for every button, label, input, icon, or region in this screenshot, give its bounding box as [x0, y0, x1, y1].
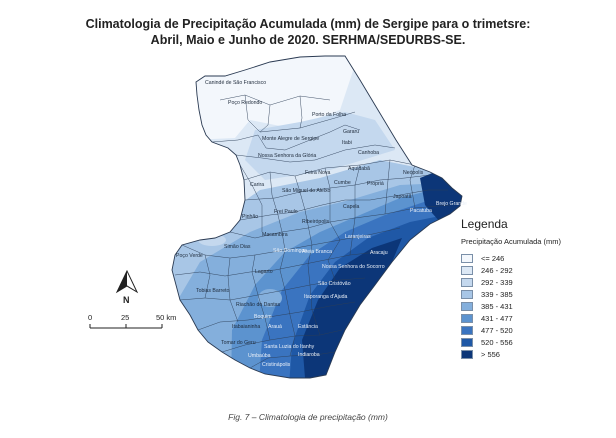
- city-label: Porto da Folha: [312, 112, 346, 118]
- legend-item: 385 - 431: [461, 300, 611, 312]
- city-label: Capela: [343, 204, 360, 210]
- legend-item: <= 246: [461, 252, 611, 264]
- city-label: Brejo Grande: [436, 201, 467, 207]
- city-label: São Domingos: [273, 248, 307, 254]
- city-label: Simão Dias: [224, 244, 251, 250]
- city-label: Carira: [250, 182, 264, 188]
- legend-label: 520 - 556: [481, 338, 513, 348]
- city-label: Japoatã: [393, 194, 412, 200]
- legend-label: 385 - 431: [481, 301, 513, 311]
- legend-label: > 556: [481, 350, 500, 360]
- city-label: Tobias Barreto: [196, 288, 230, 294]
- city-label: Nossa Senhora do Socorro: [322, 264, 385, 270]
- legend-label: 246 - 292: [481, 265, 513, 275]
- map-title: Climatologia de Precipitação Acumulada (…: [0, 16, 616, 48]
- city-label: Estância: [298, 324, 318, 330]
- city-label: Arauá: [268, 324, 282, 330]
- city-label: Aquidabã: [348, 166, 370, 172]
- city-label: Pacatuba: [410, 208, 432, 214]
- legend-items: <= 246 246 - 292 292 - 339 339 - 385 385 - 4…: [461, 252, 611, 361]
- city-label: Feira Nova: [305, 170, 330, 176]
- legend-swatch: [461, 253, 473, 263]
- legend-title: Legenda: [461, 217, 508, 231]
- city-label: Cristinápolis: [262, 362, 291, 368]
- municipal-boundaries: [174, 94, 451, 369]
- city-label: Riachão do Dantas: [236, 302, 281, 308]
- city-label: São Miguel do Aleixo: [282, 188, 331, 194]
- legend-item: 292 - 339: [461, 276, 611, 288]
- legend-swatch: [461, 289, 473, 299]
- legend-swatch: [461, 301, 473, 311]
- legend-swatch: [461, 314, 473, 324]
- city-label: Nossa Senhora da Glória: [258, 153, 316, 159]
- city-label: Santa Luzia do Itanhy: [264, 344, 315, 350]
- city-label: Monte Alegre de Sergipe: [262, 136, 319, 142]
- city-label: Canhoba: [358, 150, 379, 156]
- city-label: Itabaianinha: [232, 324, 260, 330]
- legend-label: 339 - 385: [481, 289, 513, 299]
- scale-label-50: 50 km: [156, 313, 176, 322]
- scale-label-0: 0: [88, 313, 92, 322]
- map-legend: Legenda Precipitação Acumulada (mm) <= 2…: [461, 217, 611, 361]
- municipality-labels: Canindé de São Francisco Poço Redondo Po…: [176, 80, 467, 368]
- city-label: Boquim: [254, 314, 272, 320]
- map-title-line-1: Climatologia de Precipitação Acumulada (…: [85, 17, 531, 31]
- scale-bar: 0 25 50 km: [88, 313, 176, 329]
- legend-swatch: [461, 350, 473, 360]
- legend-subtitle: Precipitação Acumulada (mm): [461, 237, 562, 246]
- legend-label: 477 - 520: [481, 326, 513, 336]
- legend-swatch: [461, 326, 473, 336]
- city-label: Frei Paulo: [274, 209, 298, 215]
- zone-local-light-1: [258, 289, 282, 307]
- map-title-line-2: Abril, Maio e Junho de 2020. SERHMA/SEDU…: [150, 33, 466, 47]
- city-label: Canindé de São Francisco: [205, 80, 266, 86]
- legend-item: 339 - 385: [461, 288, 611, 300]
- legend-label: <= 246: [481, 253, 505, 263]
- city-label: Neópolis: [403, 170, 424, 176]
- city-label: Indiaroba: [298, 352, 320, 358]
- legend-swatch: [461, 338, 473, 348]
- legend-label: 292 - 339: [481, 277, 513, 287]
- city-label: Laranjeiras: [345, 234, 371, 240]
- city-label: Gararu: [343, 129, 359, 135]
- state-outline: [171, 55, 463, 379]
- scale-label-25: 25: [121, 313, 129, 322]
- figure-caption: Fig. 7 – Climatologia de precipitação (m…: [228, 412, 388, 422]
- north-label: N: [123, 295, 130, 305]
- city-label: Ribeirópolis: [302, 219, 330, 225]
- city-label: Cumbe: [334, 180, 351, 186]
- legend-item: 520 - 556: [461, 337, 611, 349]
- city-label: Poço Redondo: [228, 100, 262, 106]
- legend-item: > 556: [461, 349, 611, 361]
- city-label: Macambira: [262, 232, 288, 238]
- city-label: Itabi: [342, 140, 352, 146]
- city-label: Aracaju: [370, 250, 388, 256]
- city-label: Propriá: [367, 181, 384, 187]
- legend-item: 477 - 520: [461, 325, 611, 337]
- legend-swatch: [461, 277, 473, 287]
- legend-swatch: [461, 265, 473, 275]
- city-label: Pinhão: [242, 214, 258, 220]
- north-arrow: N: [115, 269, 139, 305]
- city-label: Tomar do Geru: [221, 340, 256, 346]
- city-label: Areia Branca: [302, 249, 332, 255]
- city-label: Lagarto: [255, 269, 273, 275]
- city-label: Itaporanga d'Ajuda: [304, 294, 348, 300]
- legend-item: 431 - 477: [461, 312, 611, 324]
- north-arrow-fill-icon: [117, 271, 127, 292]
- city-label: Poço Verde: [176, 253, 203, 259]
- city-label: São Cristóvão: [318, 281, 351, 287]
- zone-over-556-coast: [302, 238, 402, 378]
- city-label: Umbaúba: [248, 353, 271, 359]
- legend-label: 431 - 477: [481, 314, 513, 324]
- legend-item: 246 - 292: [461, 264, 611, 276]
